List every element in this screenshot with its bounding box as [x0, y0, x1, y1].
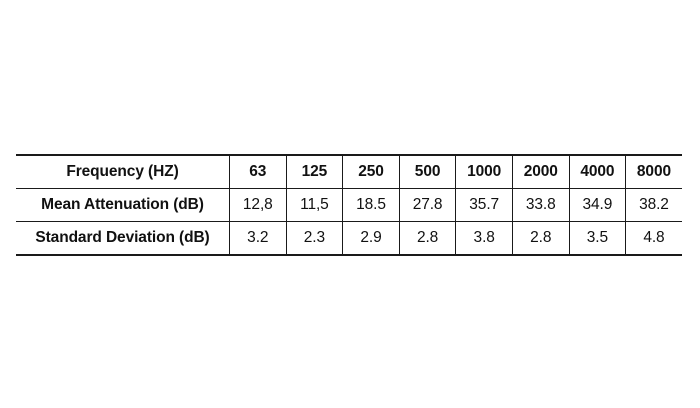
- cell-frequency-63: 63: [229, 155, 287, 189]
- cell-frequency-500: 500: [398, 155, 456, 189]
- cell-standard-deviation-2000: 2.8: [511, 221, 570, 255]
- row-label-mean-attenuation: Mean Attenuation (dB): [16, 188, 230, 222]
- cell-standard-deviation-250: 2.9: [342, 221, 400, 255]
- row-label-standard-deviation: Standard Deviation (dB): [16, 221, 230, 255]
- attenuation-table-container: Frequency (HZ) 63 125 250 500 1000 2000 …: [16, 154, 682, 256]
- cell-mean-attenuation-4000: 34.9: [568, 188, 626, 222]
- cell-mean-attenuation-500: 27.8: [398, 188, 456, 222]
- table-row-mean-attenuation: Mean Attenuation (dB) 12,8 11,5 18.5 27.…: [16, 188, 682, 222]
- cell-mean-attenuation-125: 11,5: [285, 188, 343, 222]
- cell-mean-attenuation-250: 18.5: [342, 188, 400, 222]
- attenuation-data-table: Frequency (HZ) 63 125 250 500 1000 2000 …: [16, 154, 682, 256]
- cell-standard-deviation-1000: 3.8: [455, 221, 513, 255]
- table-row-standard-deviation: Standard Deviation (dB) 3.2 2.3 2.9 2.8 …: [16, 221, 682, 255]
- cell-standard-deviation-500: 2.8: [398, 221, 456, 255]
- cell-frequency-1000: 1000: [455, 155, 513, 189]
- cell-mean-attenuation-2000: 33.8: [511, 188, 570, 222]
- row-label-frequency: Frequency (HZ): [16, 155, 230, 189]
- cell-standard-deviation-8000: 4.8: [625, 221, 682, 255]
- cell-standard-deviation-125: 2.3: [285, 221, 343, 255]
- cell-standard-deviation-63: 3.2: [229, 221, 287, 255]
- cell-frequency-250: 250: [342, 155, 400, 189]
- cell-mean-attenuation-1000: 35.7: [455, 188, 513, 222]
- cell-mean-attenuation-8000: 38.2: [625, 188, 682, 222]
- cell-frequency-8000: 8000: [625, 155, 682, 189]
- cell-frequency-4000: 4000: [568, 155, 626, 189]
- table-row-frequency: Frequency (HZ) 63 125 250 500 1000 2000 …: [16, 155, 682, 189]
- cell-frequency-2000: 2000: [511, 155, 570, 189]
- cell-mean-attenuation-63: 12,8: [229, 188, 287, 222]
- cell-frequency-125: 125: [285, 155, 343, 189]
- cell-standard-deviation-4000: 3.5: [568, 221, 626, 255]
